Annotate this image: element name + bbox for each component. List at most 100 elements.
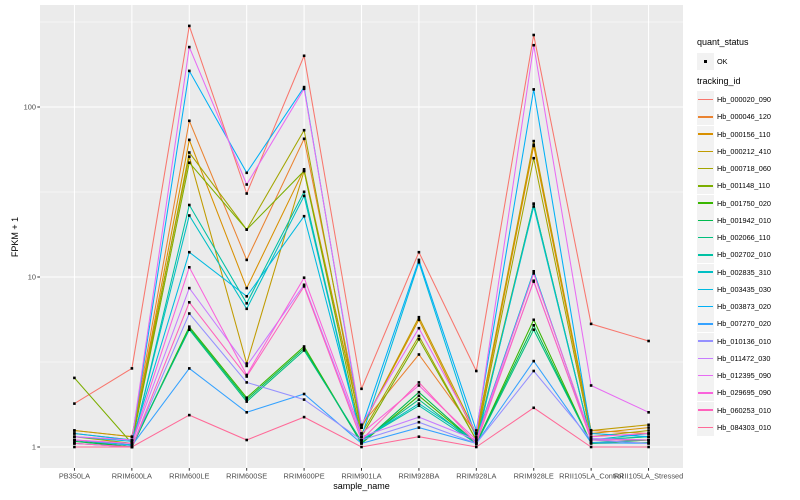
- x-tick-label: RRIM928LA: [456, 472, 496, 481]
- data-point: [475, 432, 478, 435]
- data-point: [245, 307, 248, 311]
- data-point: [532, 279, 535, 283]
- data-point: [475, 438, 478, 442]
- legend-entry-label: Hb_007270_020: [717, 319, 771, 329]
- legend-entry-Hb_000718_060: Hb_000718_060: [697, 160, 771, 178]
- legend-title-tracking-id: tracking_id: [697, 76, 741, 86]
- data-point: [245, 400, 248, 403]
- data-point: [245, 362, 248, 365]
- x-tick-label: RRIM928LE: [514, 472, 554, 481]
- data-point: [360, 432, 363, 435]
- data-point: [475, 445, 478, 449]
- x-tick-label: RRIM600PE: [284, 472, 325, 481]
- legend-entry-label: Hb_003435_030: [717, 284, 771, 294]
- data-point: [130, 438, 134, 442]
- data-point: [302, 137, 306, 141]
- legend-entry-label: Hb_060253_010: [717, 405, 771, 415]
- legend-entry-Hb_012395_090: Hb_012395_090: [697, 367, 771, 385]
- data-point: [73, 376, 76, 380]
- series-color-key-icon: [697, 108, 714, 126]
- legend-entry-Hb_002835_310: Hb_002835_310: [697, 263, 771, 281]
- data-point: [417, 334, 421, 338]
- data-point: [302, 214, 306, 218]
- legend-entry-Hb_000212_410: Hb_000212_410: [697, 142, 771, 160]
- data-point: [302, 85, 306, 89]
- x-tick-label: RRII105LA_Control: [559, 472, 623, 481]
- data-point: [417, 435, 421, 438]
- data-point: [532, 270, 535, 273]
- series-color-key-icon: [697, 194, 714, 212]
- data-point: [532, 324, 535, 327]
- data-point: [245, 411, 248, 414]
- series-color-key-icon: [697, 349, 714, 367]
- legend-entry-Hb_003435_030: Hb_003435_030: [697, 280, 771, 298]
- legend-entry-Hb_001942_010: Hb_001942_010: [697, 211, 771, 229]
- data-point: [245, 302, 248, 305]
- data-point: [245, 183, 248, 186]
- data-point: [188, 151, 191, 154]
- ok-point-key-icon: [697, 53, 714, 71]
- legend-entry-Hb_002702_010: Hb_002702_010: [697, 246, 771, 264]
- data-point: [647, 423, 650, 427]
- series-color-key-icon: [697, 298, 714, 316]
- data-point: [417, 390, 421, 394]
- data-point: [417, 394, 421, 398]
- data-point: [532, 359, 535, 363]
- data-point: [532, 205, 535, 208]
- data-point: [302, 194, 306, 198]
- data-point: [647, 432, 650, 435]
- series-color-key-icon: [697, 125, 714, 143]
- data-point: [73, 402, 76, 405]
- data-point: [532, 88, 535, 91]
- legend-entry-Hb_011472_030: Hb_011472_030: [697, 349, 771, 367]
- data-point: [245, 171, 248, 175]
- legend-entry-label: Hb_002702_010: [717, 250, 771, 260]
- series-color-key-icon: [697, 160, 714, 178]
- data-point: [360, 442, 363, 445]
- data-point: [647, 429, 650, 432]
- data-point: [73, 432, 76, 435]
- data-point: [188, 367, 191, 370]
- series-color-key-icon: [697, 367, 714, 385]
- y-tick-label: 10: [28, 273, 36, 282]
- data-point: [532, 272, 535, 275]
- data-point: [417, 415, 421, 419]
- series-color-key-icon: [697, 280, 714, 298]
- data-point: [302, 190, 306, 194]
- data-point: [302, 283, 306, 287]
- data-point: [532, 318, 535, 322]
- data-point: [532, 33, 535, 37]
- data-point: [589, 435, 593, 438]
- data-point: [302, 392, 306, 396]
- data-point: [647, 445, 650, 449]
- data-point: [417, 353, 421, 356]
- data-point: [130, 442, 134, 445]
- data-point: [188, 266, 191, 269]
- data-point: [532, 144, 535, 148]
- data-point: [188, 119, 191, 123]
- data-point: [188, 155, 191, 158]
- data-point: [532, 328, 535, 331]
- legend-entry-label: Hb_003873_020: [717, 302, 771, 312]
- data-point: [589, 429, 593, 432]
- data-point: [647, 435, 650, 438]
- y-tick-label: 1: [32, 443, 36, 452]
- data-point: [647, 411, 650, 414]
- data-point: [417, 420, 421, 424]
- data-point: [302, 347, 306, 350]
- legend-entry-Hb_000046_120: Hb_000046_120: [697, 108, 771, 126]
- data-point: [188, 250, 191, 254]
- legend-entry-label: Hb_000046_120: [717, 112, 771, 122]
- data-point: [73, 438, 76, 442]
- data-point: [647, 339, 650, 343]
- legend-entry-Hb_000156_110: Hb_000156_110: [697, 125, 771, 143]
- series-color-key-icon: [697, 142, 714, 160]
- data-point: [360, 438, 363, 442]
- data-point: [245, 398, 248, 401]
- series-color-key-icon: [697, 332, 714, 350]
- data-point: [245, 286, 248, 290]
- data-point: [589, 437, 593, 440]
- legend-entry-Hb_029695_090: Hb_029695_090: [697, 384, 771, 402]
- data-point: [188, 312, 191, 315]
